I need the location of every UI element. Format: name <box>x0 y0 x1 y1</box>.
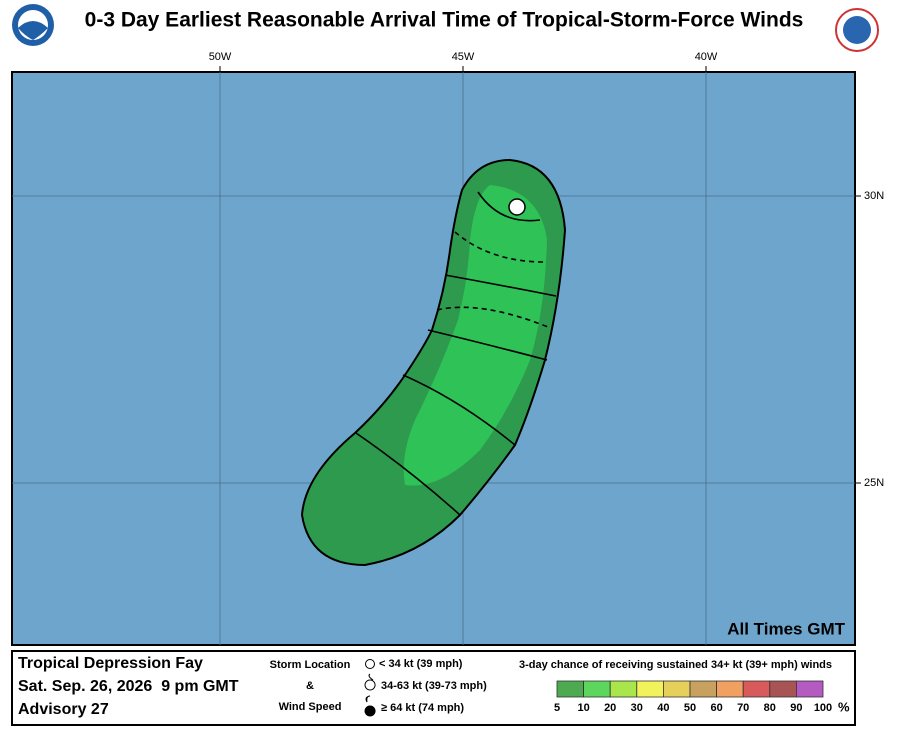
legend-label: 10 <box>577 702 589 714</box>
arrival-lines <box>355 191 557 516</box>
legend-swatch <box>769 680 797 698</box>
location-item: ≥ 64 kt (74 mph) <box>381 702 464 714</box>
legend-swatch <box>556 680 585 698</box>
legend-swatch <box>609 680 638 698</box>
lon-label: 40W <box>695 51 718 63</box>
legend-label: 20 <box>604 702 616 714</box>
lon-label: 45W <box>452 51 475 63</box>
lon-label: 50W <box>209 51 232 63</box>
location-heading: & <box>306 680 314 692</box>
legend-label: 70 <box>737 702 749 714</box>
advisory-date: Sat. Sep. 26, 2026 9 pm GMT <box>18 678 239 695</box>
title: 0-3 Day Earliest Reasonable Arrival Time… <box>85 9 804 32</box>
legend-swatch <box>742 680 771 698</box>
storm-name: Tropical Depression Fay <box>18 655 203 672</box>
legend-swatch <box>796 680 824 698</box>
symbol-low <box>365 659 375 669</box>
noaa-logo-bird <box>18 21 48 40</box>
legend-swatch <box>689 680 718 698</box>
legend-label: 80 <box>764 702 776 714</box>
legend-swatch <box>663 680 691 698</box>
legend-label: 5 <box>554 702 560 714</box>
high-prob-area <box>403 185 547 486</box>
legend-label: 100 <box>814 702 832 714</box>
advisory-number: Advisory 27 <box>18 701 109 718</box>
times-note: All Times GMT <box>727 619 845 638</box>
location-heading: Wind Speed <box>279 701 342 713</box>
legend-unit: % <box>838 699 850 714</box>
storm-location <box>508 198 526 216</box>
legend-swatch <box>716 680 744 698</box>
legend-label: 60 <box>710 702 722 714</box>
legend-label: 90 <box>790 702 802 714</box>
legend-swatch <box>636 680 664 698</box>
location-item: 34-63 kt (39-73 mph) <box>381 680 487 692</box>
location-heading: Storm Location <box>270 659 351 671</box>
symbol-mid <box>364 673 376 691</box>
nws-logo-inner <box>843 16 871 44</box>
legend-label: 30 <box>631 702 643 714</box>
legend-label: 40 <box>657 702 669 714</box>
probability-title: 3-day chance of receiving sustained 34+ … <box>519 659 832 671</box>
probability-legend: 5 10 20 30 40 50 60 70 80 90 100% <box>554 680 850 714</box>
lat-label: 25N <box>864 477 884 489</box>
legend-label: 50 <box>684 702 696 714</box>
lat-label: 30N <box>864 190 884 202</box>
legend-swatch <box>583 680 611 698</box>
symbol-high <box>364 695 376 717</box>
location-item: < 34 kt (39 mph) <box>379 658 463 670</box>
